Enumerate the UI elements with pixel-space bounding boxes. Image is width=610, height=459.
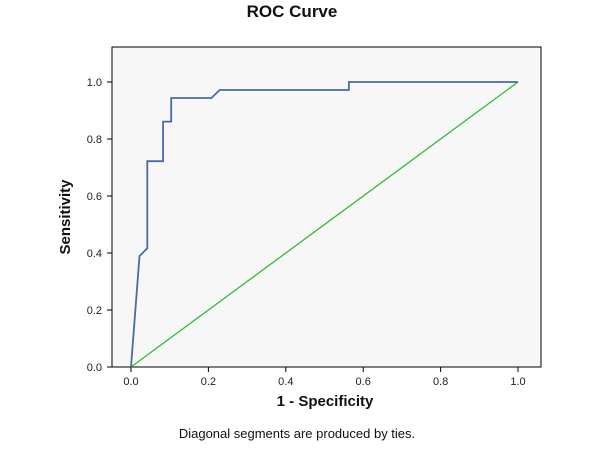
y-tick-label: 0.4 [87,248,102,260]
plot-area [111,46,542,368]
x-tick-label: 1.0 [510,376,525,388]
x-tick-label: 0.8 [433,376,448,388]
x-axis-title: 1 - Specificity [277,393,374,410]
y-tick-label: 0.8 [87,134,102,146]
y-tick-label: 0.6 [87,191,102,203]
chart-title: ROC Curve [247,2,338,21]
x-tick-label: 0.4 [278,376,293,388]
y-axis-title: Sensitivity [57,179,74,255]
y-tick-label: 0.2 [87,305,102,317]
chart-footnote: Diagonal segments are produced by ties. [179,426,415,441]
y-tick-label: 1.0 [87,77,102,89]
y-axis-ticks: 0.0 0.2 0.4 0.6 0.8 1.0 [87,77,112,374]
reference-diagonal-line [130,81,519,368]
roc-curve-line [130,81,518,368]
series-layer [130,81,519,368]
x-tick-label: 0.2 [201,376,216,388]
y-tick-label: 0.0 [87,362,102,374]
x-axis-ticks: 0.0 0.2 0.4 0.6 0.8 1.0 [123,367,526,388]
x-tick-label: 0.0 [123,376,138,388]
x-tick-label: 0.6 [356,376,371,388]
